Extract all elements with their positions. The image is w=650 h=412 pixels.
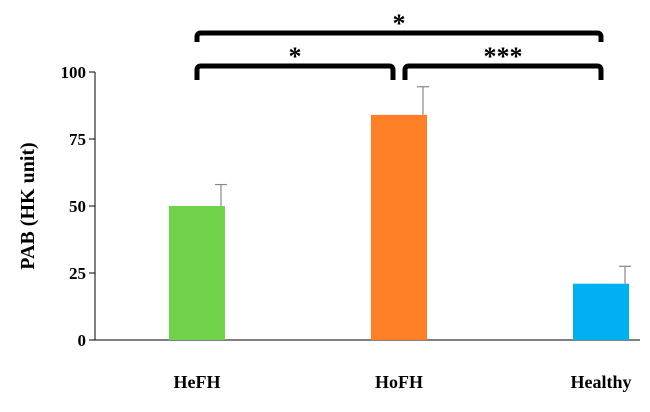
significance-label: ***: [484, 42, 523, 71]
significance-bracket: [194, 63, 396, 80]
bar-hofh: [371, 114, 427, 340]
y-tick-label: 25: [69, 264, 86, 283]
significance-bracket: [402, 63, 604, 80]
y-ticks: 0 25 50 75 100: [61, 63, 95, 350]
significance-label: *: [289, 42, 302, 71]
significance-brackets: * ****: [194, 9, 604, 80]
y-tick-label: 100: [61, 63, 87, 82]
y-tick-label: 50: [69, 197, 86, 216]
bar-healthy: [573, 283, 629, 340]
y-tick-label: 0: [78, 331, 87, 350]
x-tick-labels: HeFH HoFH Healthy: [174, 372, 632, 392]
bar-hefh: [169, 206, 225, 340]
x-tick-label: HeFH: [174, 372, 221, 392]
y-tick-label: 75: [69, 130, 86, 149]
significance-label: *: [393, 9, 406, 38]
x-tick-label: HoFH: [375, 372, 423, 392]
x-tick-label: Healthy: [571, 372, 632, 392]
bars: [169, 86, 631, 340]
y-axis-title: PAB (HK unit): [17, 142, 39, 269]
significance-bracket: [194, 30, 604, 42]
